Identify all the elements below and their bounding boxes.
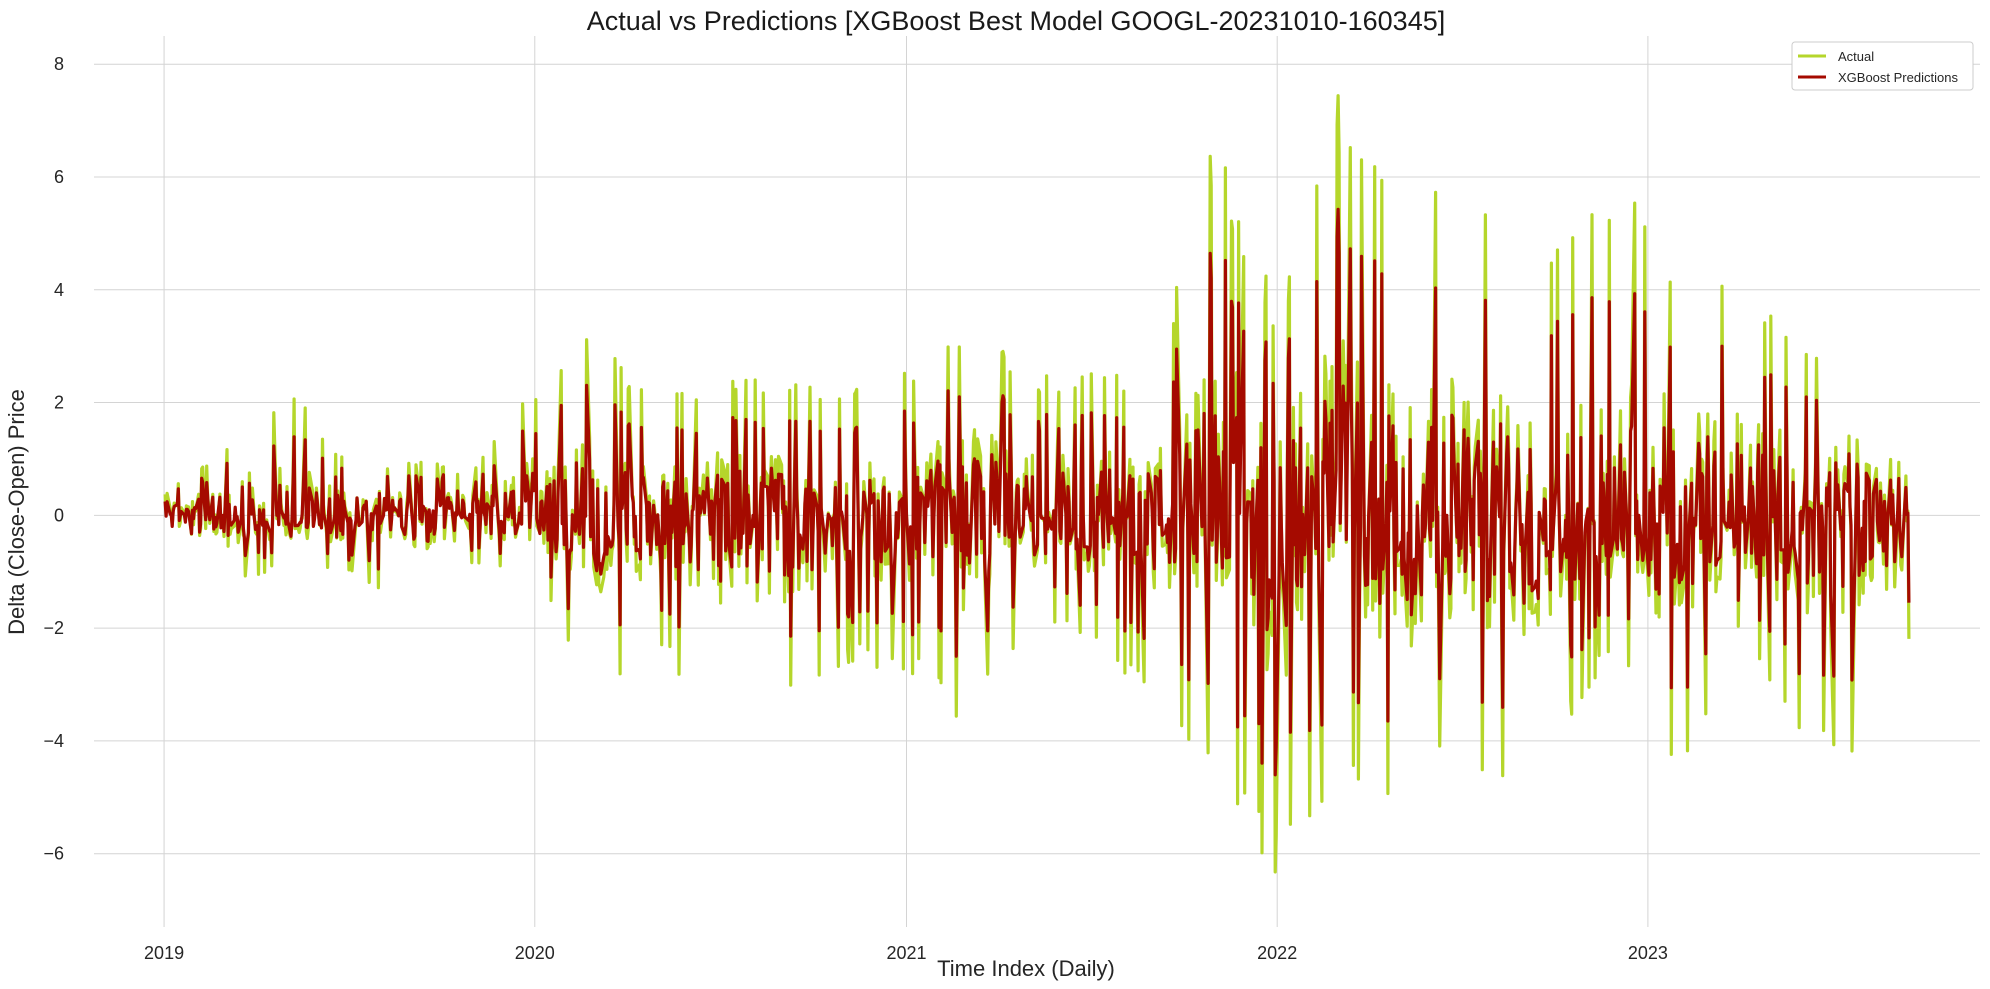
y-tick-label: 0 [54, 505, 64, 525]
y-axis-label: Delta (Close-Open) Price [4, 389, 29, 635]
legend-label-actual: Actual [1838, 49, 1874, 64]
legend-label-predictions: XGBoost Predictions [1838, 70, 1958, 85]
series-layer [163, 94, 1911, 874]
x-tick-label: 2019 [144, 943, 184, 963]
x-tick-labels: 2019 2020 2021 2022 2023 [144, 943, 1668, 963]
x-tick-label: 2020 [515, 943, 555, 963]
x-tick-label: 2022 [1257, 943, 1297, 963]
chart-title: Actual vs Predictions [XGBoost Best Mode… [587, 6, 1445, 36]
x-axis-label: Time Index (Daily) [937, 956, 1115, 981]
y-tick-label: 8 [54, 54, 64, 74]
y-tick-label: −2 [43, 618, 64, 638]
series-predictions-line [163, 207, 1911, 777]
y-tick-label: 4 [54, 280, 64, 300]
x-tick-label: 2021 [886, 943, 926, 963]
y-tick-label: −6 [43, 844, 64, 864]
legend: Actual XGBoost Predictions [1791, 41, 1974, 91]
legend-box [1791, 41, 1974, 91]
y-tick-label: 6 [54, 167, 64, 187]
y-tick-labels: 8 6 4 2 0 −2 −4 −6 [43, 54, 64, 863]
y-tick-label: −4 [43, 731, 64, 751]
x-tick-label: 2023 [1628, 943, 1668, 963]
y-tick-label: 2 [54, 393, 64, 413]
